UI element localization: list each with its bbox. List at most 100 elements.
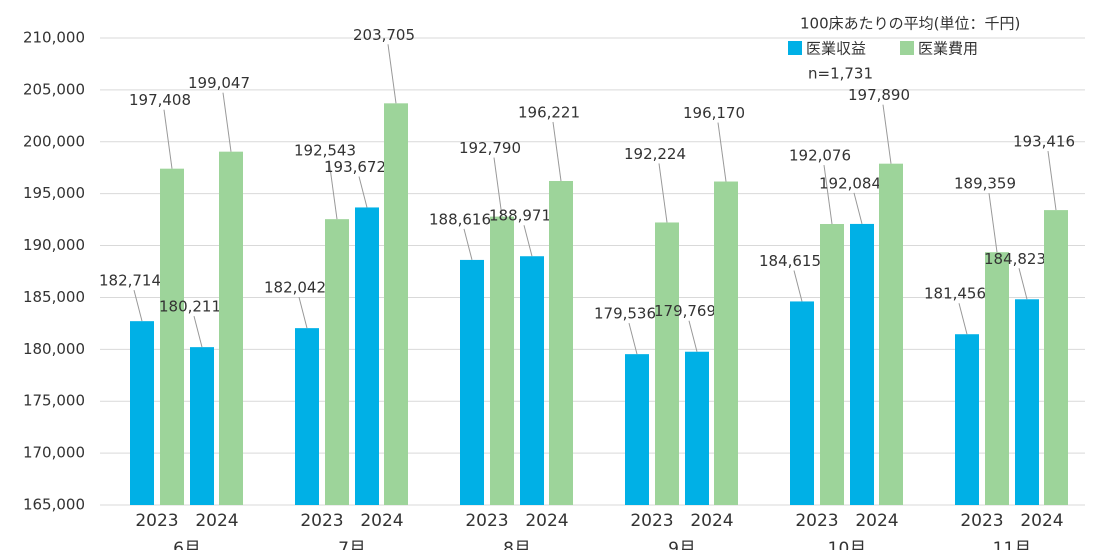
data-label: 192,543 bbox=[294, 142, 356, 160]
y-tick-label: 185,000 bbox=[23, 288, 85, 306]
bar bbox=[655, 222, 679, 505]
x-tick-label: 2023 bbox=[465, 511, 508, 531]
leader-line bbox=[688, 320, 698, 352]
bar bbox=[520, 256, 544, 505]
bar bbox=[1015, 299, 1039, 505]
legend-label: 医業費用 bbox=[918, 40, 978, 58]
bar bbox=[985, 252, 1009, 505]
bar bbox=[549, 180, 573, 505]
data-label: 189,359 bbox=[954, 175, 1016, 193]
leader-line bbox=[958, 303, 968, 335]
y-tick-label: 170,000 bbox=[23, 444, 85, 462]
y-tick-label: 195,000 bbox=[23, 184, 85, 202]
data-label: 192,224 bbox=[624, 145, 686, 163]
data-label: 193,672 bbox=[324, 158, 386, 176]
x-tick-label: 2024 bbox=[690, 511, 733, 531]
leader-line bbox=[552, 121, 562, 182]
bar bbox=[355, 207, 379, 505]
legend-swatch bbox=[900, 41, 914, 55]
leader-line bbox=[793, 270, 803, 302]
data-label: 192,076 bbox=[789, 147, 851, 165]
x-tick-label: 2023 bbox=[135, 511, 178, 531]
x-tick-label: 2023 bbox=[795, 511, 838, 531]
y-tick-label: 165,000 bbox=[23, 496, 85, 514]
data-label: 184,615 bbox=[759, 252, 821, 270]
leader-line bbox=[853, 192, 863, 225]
bar bbox=[219, 151, 243, 506]
data-label: 179,769 bbox=[654, 302, 716, 320]
bar bbox=[714, 181, 738, 506]
bar bbox=[685, 351, 709, 505]
bar bbox=[820, 224, 844, 505]
data-label: 192,790 bbox=[459, 139, 521, 157]
data-label: 179,536 bbox=[594, 305, 656, 323]
group-label: 6月 bbox=[173, 539, 201, 550]
leader-line bbox=[1018, 268, 1028, 300]
y-tick-label: 190,000 bbox=[23, 236, 85, 254]
leader-line bbox=[328, 160, 338, 220]
leader-line bbox=[298, 297, 308, 329]
y-tick-label: 200,000 bbox=[23, 132, 85, 150]
bar bbox=[490, 216, 514, 505]
leader-line bbox=[493, 157, 503, 217]
leader-line bbox=[463, 228, 473, 261]
annotation: n=1,731 bbox=[808, 65, 873, 83]
bar bbox=[790, 301, 814, 505]
bar bbox=[160, 168, 184, 505]
leader-line bbox=[133, 290, 143, 322]
bar bbox=[625, 354, 649, 505]
data-label: 188,971 bbox=[489, 207, 551, 225]
bar bbox=[460, 259, 484, 505]
leader-line bbox=[222, 92, 232, 152]
x-tick-label: 2024 bbox=[360, 511, 403, 531]
data-label: 197,890 bbox=[848, 86, 910, 104]
group-label: 9月 bbox=[668, 539, 696, 550]
data-label: 192,084 bbox=[819, 174, 881, 192]
y-tick-label: 210,000 bbox=[23, 29, 85, 47]
x-tick-label: 2023 bbox=[300, 511, 343, 531]
leader-line bbox=[988, 193, 998, 253]
data-label: 188,616 bbox=[429, 210, 491, 228]
bar bbox=[384, 103, 408, 505]
leader-line bbox=[882, 104, 892, 164]
leader-line bbox=[717, 122, 727, 182]
data-label: 182,714 bbox=[99, 272, 161, 290]
data-label: 180,211 bbox=[159, 298, 221, 316]
x-tick-label: 2024 bbox=[855, 511, 898, 531]
data-label: 197,408 bbox=[129, 91, 191, 109]
x-tick-label: 2024 bbox=[195, 511, 238, 531]
leader-line bbox=[628, 323, 638, 355]
leader-line bbox=[823, 164, 833, 225]
bar bbox=[130, 321, 154, 505]
x-tick-label: 2024 bbox=[525, 511, 568, 531]
leader-line bbox=[193, 316, 203, 348]
y-tick-label: 180,000 bbox=[23, 340, 85, 358]
data-label: 184,823 bbox=[984, 250, 1046, 268]
leader-line bbox=[163, 109, 173, 169]
leader-line bbox=[1047, 151, 1057, 211]
bar bbox=[955, 334, 979, 505]
leader-line bbox=[658, 163, 668, 223]
data-label: 203,705 bbox=[353, 26, 415, 44]
data-label: 181,456 bbox=[924, 285, 986, 303]
bar bbox=[850, 223, 874, 505]
legend-label: 医業収益 bbox=[806, 40, 866, 58]
data-label: 199,047 bbox=[188, 74, 250, 92]
bar bbox=[879, 163, 903, 505]
x-tick-label: 2024 bbox=[1020, 511, 1063, 531]
leader-line bbox=[358, 176, 368, 208]
bar bbox=[1044, 210, 1068, 505]
leader-line bbox=[523, 225, 533, 257]
group-label: 7月 bbox=[338, 539, 366, 550]
data-label: 196,221 bbox=[518, 103, 580, 121]
x-tick-label: 2023 bbox=[630, 511, 673, 531]
data-label: 182,042 bbox=[264, 279, 326, 297]
bar bbox=[295, 328, 319, 505]
y-tick-label: 205,000 bbox=[23, 80, 85, 98]
leader-line bbox=[387, 44, 397, 104]
data-label: 193,416 bbox=[1013, 133, 1075, 151]
group-label: 8月 bbox=[503, 539, 531, 550]
legend-swatch bbox=[788, 41, 802, 55]
bar bbox=[325, 219, 349, 506]
